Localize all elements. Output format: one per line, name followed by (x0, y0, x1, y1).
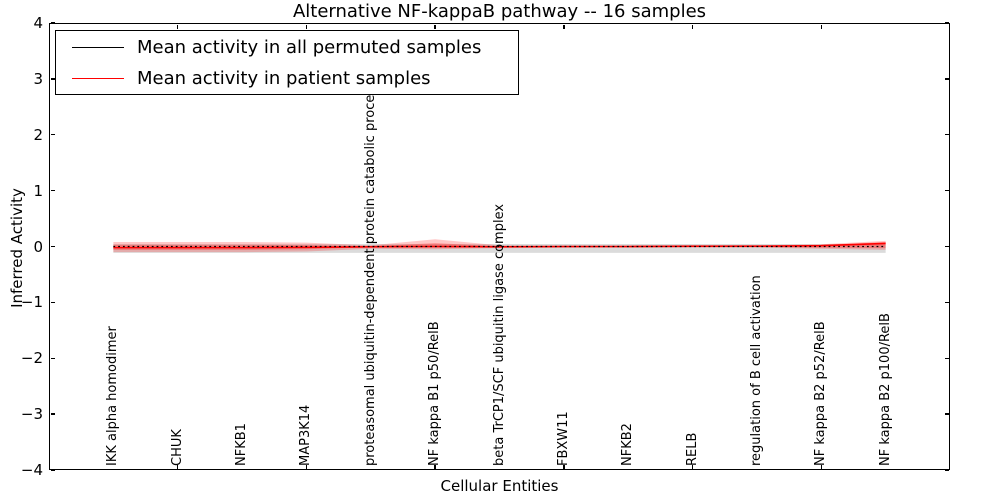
plot-border (49, 23, 950, 470)
legend-item-label: Mean activity in all permuted samples (137, 36, 482, 58)
chart-title: Alternative NF-kappaB pathway -- 16 samp… (292, 1, 707, 22)
x-tick-top (434, 24, 436, 29)
y-tick-right (944, 189, 949, 192)
y-tick-left (50, 245, 55, 248)
y-tick-label: −3 (20, 405, 43, 424)
y-tick-right (944, 134, 949, 136)
x-tick-bottom (177, 464, 179, 469)
y-tick-right (944, 469, 949, 471)
x-tick-top (177, 24, 179, 29)
y-tick-label: −4 (20, 461, 43, 479)
legend-item: Mean activity in patient samples (72, 65, 431, 91)
y-tick-label: 0 (33, 237, 43, 256)
x-tick-bottom (820, 464, 822, 469)
y-tick-right (944, 413, 949, 415)
patient-samples-band-outer (113, 239, 886, 253)
y-tick-right (944, 357, 949, 359)
x-tick-top (563, 24, 565, 29)
y-tick-right (944, 22, 949, 24)
legend-item: Mean activity in all permuted samples (72, 34, 481, 60)
y-tick-left (50, 22, 55, 24)
y-tick-label: 1 (33, 181, 43, 200)
y-tick-label: 3 (33, 69, 43, 88)
y-tick-left (50, 134, 55, 136)
y-tick-left (50, 301, 55, 304)
y-tick-right (944, 245, 949, 248)
legend-line-sample (72, 77, 124, 79)
y-tick-left (50, 469, 55, 471)
y-tick-left (50, 357, 55, 359)
y-tick-left (50, 413, 55, 415)
x-tick-top (820, 24, 822, 29)
x-tick-bottom (691, 464, 694, 469)
y-tick-left (50, 189, 55, 192)
y-tick-label: −1 (20, 293, 43, 312)
legend-item-label: Mean activity in patient samples (137, 67, 431, 89)
y-tick-right (944, 301, 949, 304)
x-tick-bottom (434, 464, 436, 469)
y-tick-right (944, 78, 949, 80)
x-tick-bottom (563, 464, 565, 469)
legend-line-sample (72, 46, 124, 48)
x-tick-top (305, 24, 308, 29)
x-tick-top (691, 24, 694, 29)
plot-canvas (113, 239, 886, 253)
legend: Mean activity in all permuted samples Mea… (55, 30, 519, 95)
y-tick-label: −2 (20, 349, 43, 368)
x-tick-bottom (305, 464, 308, 469)
y-tick-label: 2 (33, 125, 43, 144)
x-axis-label: Cellular Entities (440, 477, 559, 495)
y-tick-left (50, 78, 55, 80)
y-tick-label: 4 (33, 14, 43, 32)
